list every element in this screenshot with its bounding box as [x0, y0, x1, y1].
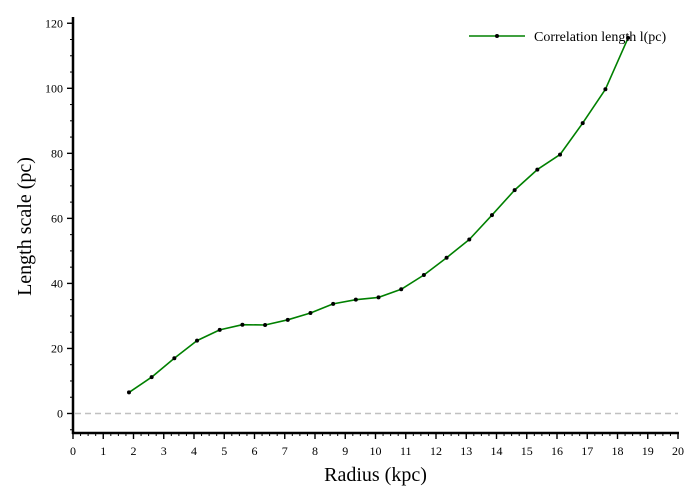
y-tick-label: 100	[45, 81, 63, 95]
legend: Correlation length l(pc)	[469, 30, 667, 45]
data-point	[580, 121, 585, 126]
data-point	[308, 311, 313, 316]
y-tick-label: 40	[51, 276, 63, 290]
y-tick-label: 20	[51, 341, 63, 355]
x-tick-label: 4	[191, 444, 197, 458]
x-ticks: 0 1 2 3 4 5 6 7 8 9 10 11 12 13 14 15 16 17 18 19 20	[70, 433, 684, 458]
x-tick-label: 0	[70, 444, 76, 458]
data-point	[603, 87, 608, 92]
legend-marker-sample	[495, 34, 499, 38]
x-tick-label: 8	[312, 444, 318, 458]
x-tick-label: 17	[581, 444, 593, 458]
data-point	[512, 188, 517, 193]
data-point	[376, 295, 381, 300]
x-tick-label: 7	[282, 444, 288, 458]
data-point	[467, 237, 472, 242]
data-point	[444, 255, 449, 260]
x-tick-label: 9	[342, 444, 348, 458]
y-tick-label: 80	[51, 146, 63, 160]
data-point	[489, 213, 494, 218]
y-axis-title: Length scale (pc)	[14, 157, 36, 296]
x-tick-label: 11	[400, 444, 412, 458]
data-point	[421, 272, 426, 277]
x-tick-label: 19	[642, 444, 654, 458]
x-tick-label: 5	[221, 444, 227, 458]
axes-layer	[71, 17, 679, 435]
x-tick-label: 18	[612, 444, 624, 458]
data-point	[558, 152, 563, 157]
series-layer	[126, 35, 631, 395]
data-point	[149, 375, 154, 380]
data-point	[353, 297, 358, 302]
x-tick-label: 20	[672, 444, 684, 458]
x-tick-label: 3	[161, 444, 167, 458]
x-tick-label: 13	[460, 444, 472, 458]
data-point	[126, 390, 131, 395]
y-tick-label: 60	[51, 211, 63, 225]
x-tick-label: 6	[252, 444, 258, 458]
data-point	[263, 323, 268, 328]
data-point	[535, 167, 540, 172]
x-axis-title: Radius (kpc)	[324, 464, 427, 486]
x-tick-label: 12	[430, 444, 442, 458]
series-line	[128, 37, 629, 394]
x-tick-label: 1	[100, 444, 106, 458]
data-point	[172, 356, 177, 361]
x-tick-label: 14	[491, 444, 503, 458]
data-point	[626, 35, 631, 40]
data-point	[331, 301, 336, 306]
y-tick-label: 0	[57, 406, 63, 420]
x-tick-label: 2	[131, 444, 137, 458]
data-point	[285, 317, 290, 322]
x-tick-label: 10	[370, 444, 382, 458]
x-tick-label: 15	[521, 444, 533, 458]
x-tick-label: 16	[551, 444, 563, 458]
data-point	[240, 322, 245, 327]
y-tick-label: 120	[45, 16, 63, 30]
data-point	[195, 338, 200, 343]
data-point	[399, 287, 404, 292]
legend-label: Correlation length l(pc)	[534, 30, 667, 45]
y-ticks: 0 20 40 60 80 100 120	[45, 16, 73, 431]
data-point	[217, 327, 222, 332]
